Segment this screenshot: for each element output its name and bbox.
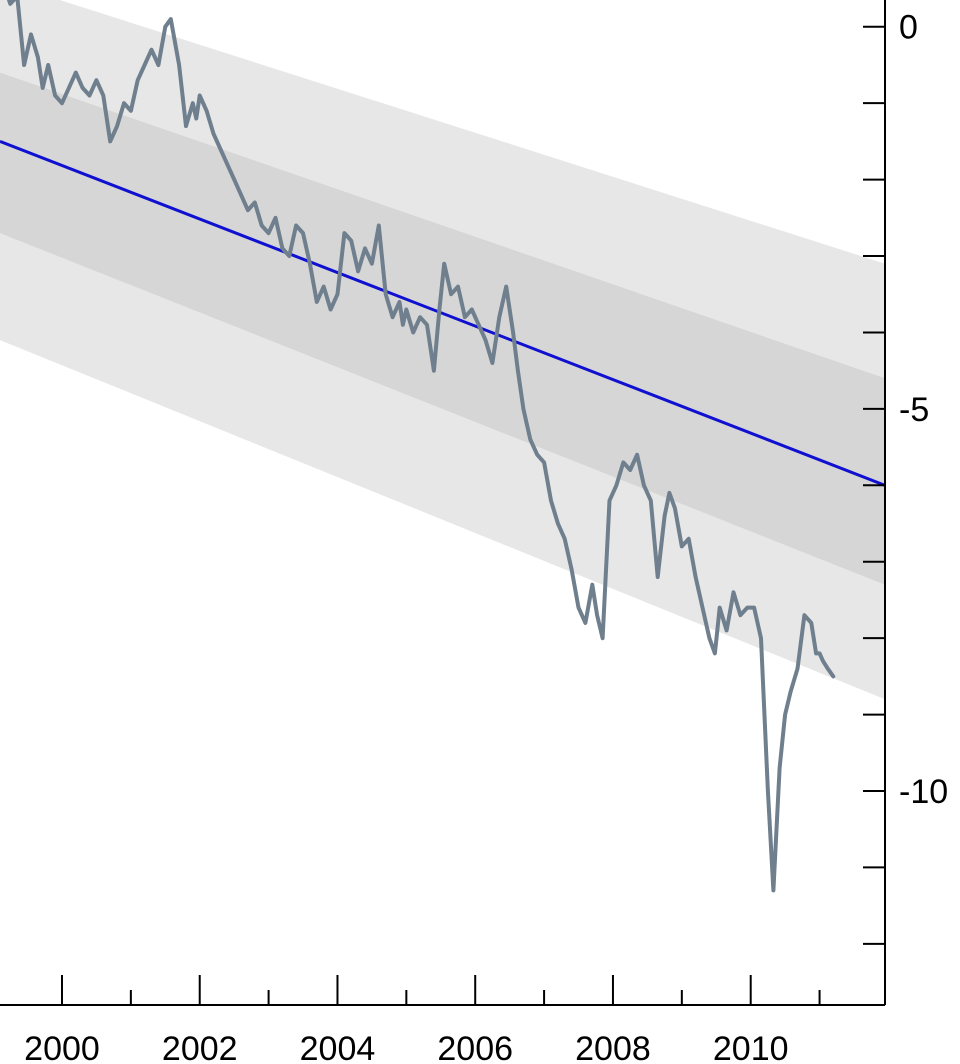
x-tick-label: 2002 <box>162 1030 238 1064</box>
series-line-0 <box>6 0 836 893</box>
band-inner <box>0 72 885 585</box>
series-group <box>6 0 836 893</box>
y-tick-label: -10 <box>899 773 948 811</box>
y-tick-label: 0 <box>899 9 918 47</box>
x-tick-label: 2010 <box>713 1030 789 1064</box>
x-tick-label: 2000 <box>24 1030 100 1064</box>
y-tick-label: -5 <box>899 391 929 429</box>
x-tick-label: 2004 <box>300 1030 376 1064</box>
x-tick-label: 2008 <box>575 1030 651 1064</box>
trend-line <box>0 139 885 487</box>
x-tick-label: 2006 <box>437 1030 513 1064</box>
trend-line-group <box>0 139 885 487</box>
